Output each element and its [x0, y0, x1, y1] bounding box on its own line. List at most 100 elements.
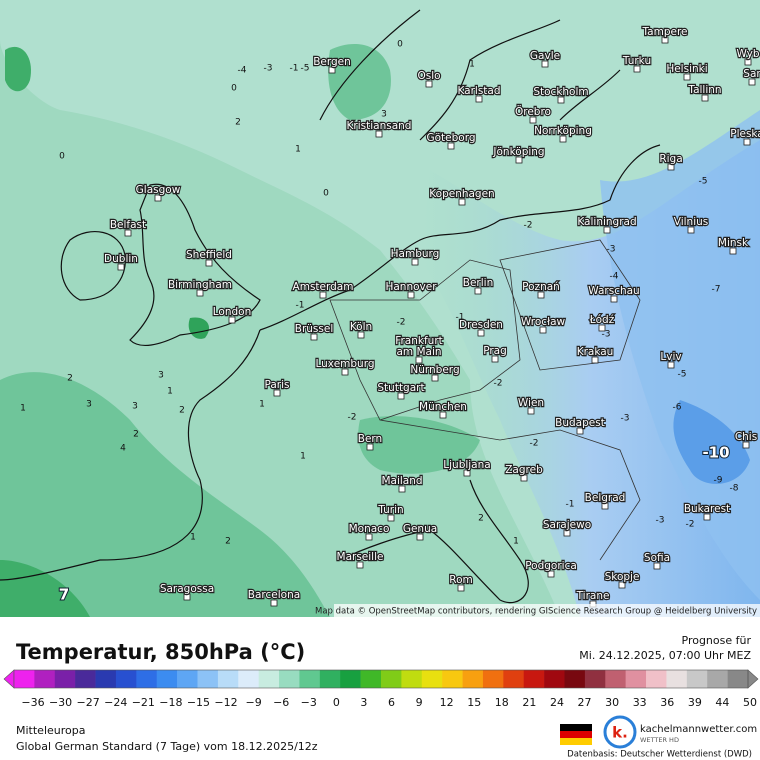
- flag: [560, 724, 592, 731]
- colorbar-cell: [340, 670, 361, 688]
- city-label: Oslo: [417, 70, 440, 82]
- coldest-zone: [673, 400, 750, 484]
- region: Mitteleuropa: [16, 724, 85, 737]
- contour-label: -5: [301, 64, 310, 74]
- city-label: Krakau: [577, 346, 614, 358]
- city-label: Prag: [483, 345, 507, 357]
- contour-label: 2: [478, 514, 484, 524]
- colorbar-tick-label: 50: [743, 696, 757, 709]
- brand: kachelmannwetter.com: [640, 724, 757, 735]
- city-marker: [375, 130, 383, 138]
- colorbar-tick-label: −9: [246, 696, 262, 709]
- contour-label: 3: [158, 371, 164, 381]
- city-label: Wrocław: [521, 316, 566, 328]
- city-marker: [328, 66, 336, 74]
- coast-italy: [339, 479, 529, 604]
- city-marker: [742, 441, 750, 449]
- city-label: Kopenhagen: [429, 188, 494, 200]
- city-marker: [743, 138, 751, 146]
- contour-label: 3: [86, 400, 92, 410]
- city-label: Turku: [622, 55, 651, 67]
- city-label: München: [419, 401, 467, 413]
- contour-label: 2: [67, 374, 73, 384]
- colorbar-tick-label: −27: [77, 696, 100, 709]
- contour-label: 3: [381, 110, 387, 120]
- coast-gb: [129, 183, 261, 347]
- city-label: Köln: [350, 321, 372, 333]
- city-label: Stuttgart: [377, 382, 424, 394]
- attribution-bg: [334, 604, 760, 617]
- colorbar-cell: [258, 670, 280, 688]
- city-marker: [124, 229, 132, 237]
- colorbar-tick-label: −12: [214, 696, 237, 709]
- contour-label: 1: [469, 60, 475, 70]
- city-marker: [310, 333, 318, 341]
- colorbar-cell: [238, 670, 259, 688]
- contour-label: 1: [167, 387, 173, 397]
- city-label: Barcelona: [248, 589, 300, 601]
- colorbar-tick-label: −24: [104, 696, 127, 709]
- city-label: Frankfurt: [395, 335, 443, 347]
- colorbar-cell: [54, 670, 76, 688]
- city-label: Gavle: [530, 50, 560, 62]
- city-marker: [610, 295, 618, 303]
- contour-label: -1: [566, 500, 575, 510]
- city-label: Riga: [659, 153, 682, 165]
- contour-label: 1: [295, 145, 301, 155]
- colorbar-tick-label: 6: [388, 696, 395, 709]
- city-marker: [527, 407, 535, 415]
- city-label: Turin: [377, 504, 403, 516]
- colorbar-cell: [360, 670, 382, 688]
- flag: [560, 738, 592, 745]
- colorbar-tick-label: 33: [633, 696, 647, 709]
- colorbar-cell: [299, 670, 321, 688]
- border: [499, 239, 641, 371]
- city-marker: [744, 58, 752, 66]
- city-label: London: [213, 306, 252, 318]
- model: Global German Standard (7 Tage) vom 18.1…: [16, 740, 318, 753]
- city-label: Karlstad: [457, 85, 500, 97]
- colorbar-cell: [442, 670, 463, 688]
- coast-ie: [60, 231, 126, 301]
- city-marker: [447, 142, 455, 150]
- colorbar-cell: [584, 670, 606, 688]
- contour-label: -3: [621, 414, 630, 424]
- city-marker: [365, 533, 373, 541]
- contour-label: -7: [712, 285, 721, 295]
- city-label: Jönköping: [492, 146, 544, 158]
- city-marker: [228, 316, 236, 324]
- city-label: Kristiansand: [347, 120, 412, 132]
- contour-label: 4: [120, 444, 126, 454]
- contour-label: -5: [699, 177, 708, 187]
- colorbar-cell: [646, 670, 667, 688]
- contour-label: 0: [59, 152, 65, 162]
- forecast-time: Mi. 24.12.2025, 07:00 Uhr MEZ: [579, 649, 751, 662]
- city-label: Göteborg: [426, 132, 475, 144]
- colorbar-cell: [217, 670, 239, 688]
- city-marker: [458, 198, 466, 206]
- contour-label: -2: [494, 379, 503, 389]
- city-marker: [748, 78, 756, 86]
- colorbar-cell: [462, 670, 484, 688]
- city-marker: [603, 226, 611, 234]
- colorbar-tick-label: 36: [660, 696, 674, 709]
- contour-label: 0: [231, 84, 237, 94]
- colorbar-frame: [13, 669, 749, 689]
- city-label: Berlin: [463, 277, 493, 289]
- city-marker: [407, 291, 415, 299]
- city-marker: [563, 529, 571, 537]
- city-marker: [687, 226, 695, 234]
- city-label: Podgorica: [525, 560, 577, 572]
- city-marker: [366, 443, 374, 451]
- city-marker: [653, 562, 661, 570]
- colorbar-cell: [381, 670, 402, 688]
- city-marker: [591, 356, 599, 364]
- city-label: Wien: [518, 397, 544, 409]
- city-label: Warschau: [588, 285, 639, 297]
- city-label: Brüssel: [295, 323, 334, 335]
- city-label: Łódź: [589, 314, 615, 326]
- city-label: Örebro: [515, 105, 551, 118]
- city-label: Sofia: [644, 552, 670, 564]
- contour-label: -9: [714, 476, 723, 486]
